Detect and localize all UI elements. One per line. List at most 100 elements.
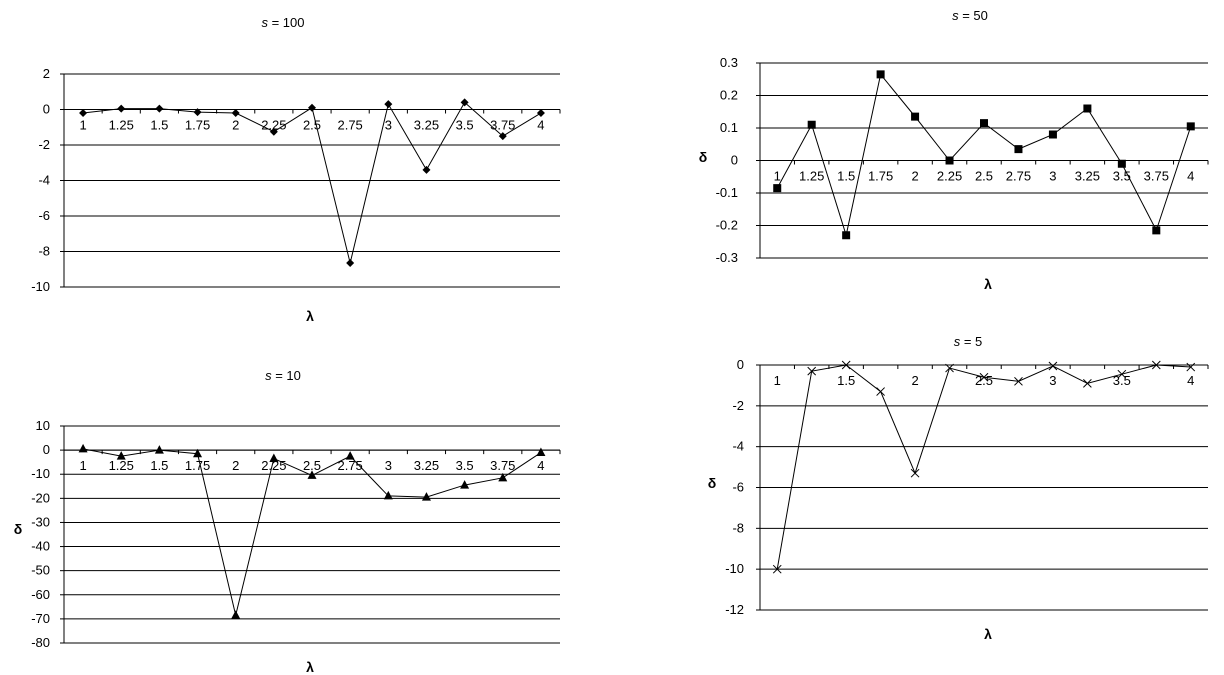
x-tick-label: 3.75 bbox=[1144, 169, 1169, 184]
data-point bbox=[1117, 159, 1126, 168]
chart-title: s = 100 bbox=[261, 15, 304, 30]
y-tick-label: 0 bbox=[43, 102, 50, 117]
data-point bbox=[945, 156, 954, 165]
x-tick-label: 1.25 bbox=[109, 118, 134, 133]
data-point bbox=[1048, 361, 1058, 371]
data-point bbox=[460, 98, 469, 107]
data-point bbox=[79, 109, 88, 118]
y-tick-label: -2 bbox=[732, 398, 744, 413]
x-axis-label: λ bbox=[306, 308, 314, 324]
chart-title: s = 50 bbox=[952, 8, 988, 23]
data-point bbox=[1151, 360, 1161, 370]
x-tick-label: 3.5 bbox=[1113, 373, 1131, 388]
data-point bbox=[536, 447, 546, 457]
data-point bbox=[910, 468, 920, 478]
data-point bbox=[807, 366, 817, 376]
x-tick-label: 3.25 bbox=[1075, 169, 1100, 184]
y-tick-label: 2 bbox=[43, 66, 50, 81]
y-tick-label: 0 bbox=[737, 357, 744, 372]
data-point bbox=[498, 132, 507, 141]
x-tick-label: 2.75 bbox=[337, 118, 362, 133]
x-tick-label: 2.75 bbox=[1006, 169, 1031, 184]
y-tick-label: -4 bbox=[732, 439, 744, 454]
x-tick-label: 1.25 bbox=[799, 169, 824, 184]
x-tick-label: 2.5 bbox=[975, 169, 993, 184]
data-point bbox=[807, 120, 816, 129]
data-point bbox=[1152, 226, 1161, 235]
y-tick-label: -20 bbox=[31, 490, 50, 505]
data-point bbox=[231, 610, 241, 619]
data-point bbox=[421, 492, 431, 501]
chart-title: s = 10 bbox=[265, 368, 301, 383]
x-tick-label: 2.5 bbox=[975, 373, 993, 388]
data-point bbox=[1083, 104, 1092, 113]
x-axis-label: λ bbox=[984, 626, 992, 642]
data-point bbox=[193, 108, 202, 117]
y-tick-label: 0 bbox=[731, 153, 738, 168]
data-point bbox=[773, 184, 782, 193]
x-tick-label: 3.25 bbox=[414, 458, 439, 473]
data-point bbox=[1014, 376, 1023, 386]
x-tick-label: 2 bbox=[232, 458, 239, 473]
data-point bbox=[116, 451, 126, 460]
y-tick-label: -70 bbox=[31, 611, 50, 626]
x-tick-label: 2 bbox=[232, 118, 239, 133]
data-point bbox=[1048, 130, 1057, 139]
data-point bbox=[979, 372, 989, 382]
x-tick-label: 1.5 bbox=[837, 373, 855, 388]
y-axis-label: δ bbox=[699, 149, 708, 165]
x-tick-label: 2 bbox=[911, 373, 918, 388]
x-tick-label: 3 bbox=[385, 458, 392, 473]
data-point bbox=[1083, 379, 1092, 388]
x-tick-label: 4 bbox=[537, 118, 544, 133]
data-point bbox=[460, 480, 470, 489]
x-tick-label: 1.25 bbox=[109, 458, 134, 473]
data-point bbox=[78, 443, 88, 453]
data-point bbox=[269, 127, 278, 136]
y-tick-label: -6 bbox=[38, 208, 50, 223]
y-axis-label: δ bbox=[14, 521, 23, 537]
y-tick-label: -0.3 bbox=[716, 250, 738, 265]
y-tick-label: 0.2 bbox=[720, 88, 738, 103]
y-tick-label: -8 bbox=[732, 520, 744, 535]
y-tick-label: -40 bbox=[31, 539, 50, 554]
x-tick-label: 3.25 bbox=[414, 118, 439, 133]
data-point bbox=[876, 387, 885, 396]
x-tick-label: 1 bbox=[79, 118, 86, 133]
y-tick-label: 0 bbox=[43, 442, 50, 457]
data-point bbox=[154, 445, 164, 454]
x-axis-label: λ bbox=[984, 276, 992, 292]
data-point bbox=[772, 564, 782, 574]
y-tick-label: -80 bbox=[31, 635, 50, 650]
x-tick-label: 2.75 bbox=[337, 458, 362, 473]
x-tick-label: 1.75 bbox=[185, 118, 210, 133]
data-point bbox=[269, 453, 279, 463]
x-tick-label: 3 bbox=[385, 118, 392, 133]
y-tick-label: -0.1 bbox=[716, 185, 738, 200]
chart-2: -0.3 -0.2 -0.1 0 0.1 0.2 0.3 1 1.25 1.5 1.75 2 2.25 2… bbox=[699, 8, 1209, 292]
x-tick-label: 3.5 bbox=[456, 458, 474, 473]
data-point bbox=[498, 472, 508, 482]
data-point bbox=[536, 109, 545, 118]
y-tick-label: -10 bbox=[31, 466, 50, 481]
y-tick-label: -2 bbox=[38, 137, 50, 152]
data-point bbox=[945, 363, 954, 373]
data-point bbox=[155, 104, 164, 113]
x-tick-label: 1.5 bbox=[150, 118, 168, 133]
y-tick-label: 0.3 bbox=[720, 55, 738, 70]
data-point bbox=[422, 165, 431, 174]
data-point bbox=[842, 231, 851, 240]
x-tick-label: 3.75 bbox=[490, 458, 515, 473]
x-tick-label: 1.75 bbox=[868, 169, 893, 184]
data-point bbox=[1014, 145, 1023, 154]
x-tick-label: 2.5 bbox=[303, 118, 321, 133]
data-point bbox=[1117, 369, 1127, 379]
x-tick-label: 1.5 bbox=[150, 458, 168, 473]
chart-4: -12 -10 -8 -6 -4 -2 0 1 1.5 2 2.5 3 3.5 4 s = 5 λ δ bbox=[708, 334, 1209, 642]
x-tick-label: 3 bbox=[1049, 373, 1056, 388]
data-point bbox=[384, 100, 393, 109]
data-point bbox=[1186, 122, 1195, 131]
y-tick-label: -10 bbox=[31, 279, 50, 294]
x-tick-label: 2.5 bbox=[303, 458, 321, 473]
